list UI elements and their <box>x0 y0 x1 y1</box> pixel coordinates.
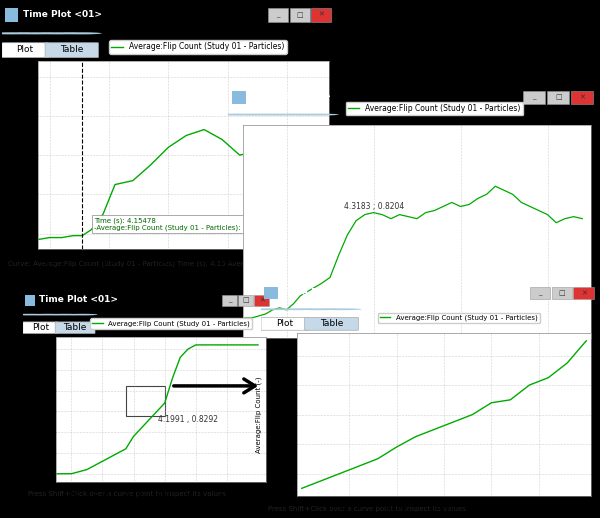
Text: Press Shift+Click over a curve point to inspect its values: Press Shift+Click over a curve point to … <box>268 506 466 512</box>
Bar <box>222 295 237 306</box>
Circle shape <box>217 113 261 116</box>
FancyBboxPatch shape <box>261 318 308 330</box>
Circle shape <box>33 314 62 315</box>
Circle shape <box>274 308 315 310</box>
Text: _: _ <box>228 297 231 303</box>
Text: Time Plot <01>: Time Plot <01> <box>283 289 362 297</box>
Circle shape <box>50 314 80 315</box>
Circle shape <box>68 314 97 315</box>
Text: □: □ <box>242 297 249 303</box>
Text: 4.1991 , 0.8292: 4.1991 , 0.8292 <box>158 415 218 424</box>
Circle shape <box>243 113 287 116</box>
X-axis label: Time (s): Time (s) <box>396 361 438 369</box>
Text: ✕: ✕ <box>259 297 265 303</box>
Text: 4.3183 ; 0.8204: 4.3183 ; 0.8204 <box>344 202 404 210</box>
Legend: Average:Flip Count (Study 01 - Particles): Average:Flip Count (Study 01 - Particles… <box>346 102 523 115</box>
Text: Plot: Plot <box>276 319 293 328</box>
Y-axis label: Average:Flip Count (-): Average:Flip Count (-) <box>14 371 21 448</box>
Bar <box>551 287 572 299</box>
Text: ✕: ✕ <box>580 94 585 100</box>
Circle shape <box>269 113 313 116</box>
Y-axis label: Average:Flip Count (-): Average:Flip Count (-) <box>256 376 262 453</box>
Y-axis label: Average:Flip Count (-): Average:Flip Count (-) <box>0 113 6 197</box>
Circle shape <box>16 314 45 315</box>
Bar <box>574 287 593 299</box>
Text: Plot: Plot <box>17 46 34 54</box>
Circle shape <box>38 32 79 34</box>
X-axis label: Time (s): Time (s) <box>163 271 204 281</box>
FancyBboxPatch shape <box>55 322 95 334</box>
FancyBboxPatch shape <box>2 42 49 57</box>
Bar <box>254 295 269 306</box>
FancyBboxPatch shape <box>23 322 58 334</box>
Circle shape <box>251 308 291 310</box>
FancyBboxPatch shape <box>305 318 358 330</box>
Bar <box>571 91 593 104</box>
Text: _: _ <box>538 290 542 296</box>
Text: _: _ <box>533 94 536 100</box>
Text: ✕: ✕ <box>319 12 325 18</box>
Legend: Average:Flip Count (Study 01 - Particles): Average:Flip Count (Study 01 - Particles… <box>378 312 539 323</box>
Text: ✕: ✕ <box>581 290 586 296</box>
Text: Press Shift+Click over a curve point to inspect its values: Press Shift+Click over a curve point to … <box>28 491 226 497</box>
Text: Time Plot <01>: Time Plot <01> <box>39 295 118 305</box>
FancyBboxPatch shape <box>45 42 98 57</box>
Text: □: □ <box>559 290 565 296</box>
Bar <box>268 8 288 22</box>
Circle shape <box>322 308 362 310</box>
Text: Table: Table <box>320 319 343 328</box>
Bar <box>238 295 253 306</box>
Circle shape <box>62 32 102 34</box>
Bar <box>290 8 310 22</box>
Circle shape <box>0 32 32 34</box>
Text: Time Plot <01>: Time Plot <01> <box>252 92 331 102</box>
Text: Curve: Average:Flip Count (Study 01 - Particles) Time (s): 4.15 Average:Flip Cou: Curve: Average:Flip Count (Study 01 - Pa… <box>8 261 294 267</box>
Text: Table: Table <box>60 46 83 54</box>
Text: Table: Table <box>64 323 87 332</box>
Bar <box>265 287 278 299</box>
Bar <box>523 91 545 104</box>
Bar <box>232 91 247 104</box>
Text: Plot: Plot <box>32 323 49 332</box>
Bar <box>5 8 19 22</box>
Circle shape <box>15 32 55 34</box>
Legend: Average:Flip Count (Study 01 - Particles): Average:Flip Count (Study 01 - Particles… <box>109 40 287 54</box>
Legend: Average:Flip Count (Study 01 - Particles): Average:Flip Count (Study 01 - Particles… <box>91 318 252 329</box>
Text: □: □ <box>296 12 303 18</box>
Text: _: _ <box>277 12 280 18</box>
Text: □: □ <box>555 94 562 100</box>
Bar <box>547 91 569 104</box>
Bar <box>25 295 35 306</box>
Circle shape <box>298 308 338 310</box>
Bar <box>530 287 550 299</box>
X-axis label: Time (s): Time (s) <box>142 504 180 513</box>
Circle shape <box>295 113 338 116</box>
Text: Time (s): 4.15478
-Average:Flip Count (Study 01 - Particles): 0.819027: Time (s): 4.15478 -Average:Flip Count (S… <box>94 217 277 231</box>
Bar <box>126 386 164 415</box>
Text: Time Plot <01>: Time Plot <01> <box>23 10 103 19</box>
Bar <box>311 8 331 22</box>
